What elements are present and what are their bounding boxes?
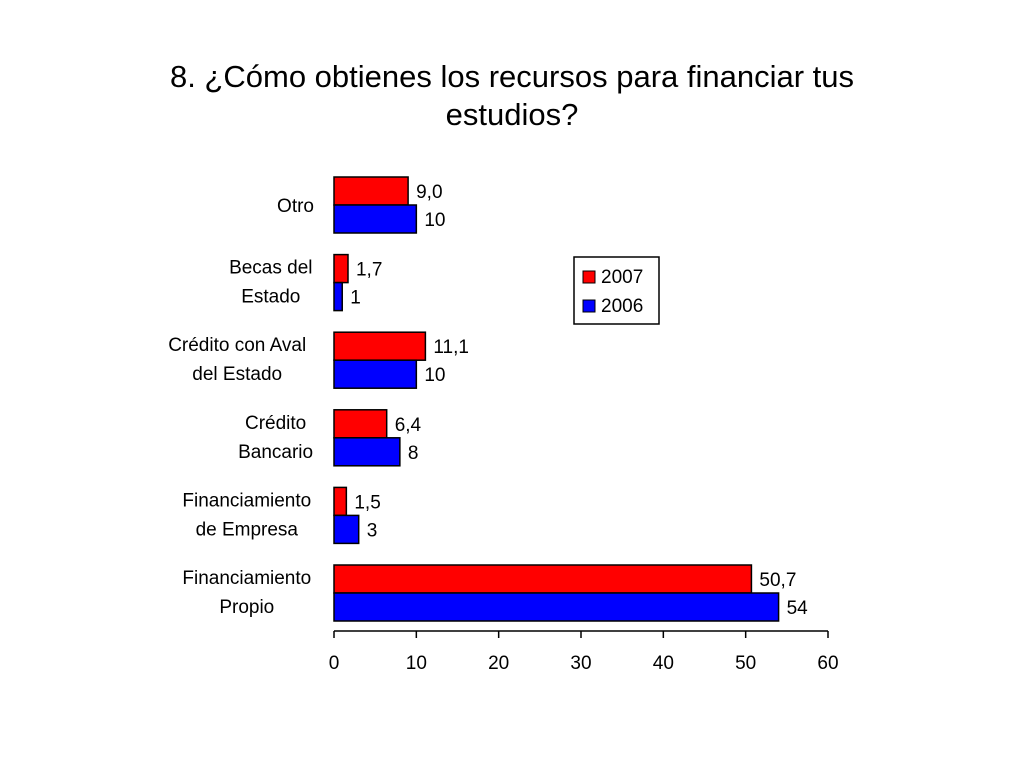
x-tick-label: 0 xyxy=(329,653,340,674)
x-tick-label: 30 xyxy=(570,653,591,674)
legend-swatch-2007 xyxy=(582,270,596,284)
data-label-2006-5: 54 xyxy=(787,598,809,619)
bar-2006-1 xyxy=(333,281,343,312)
bar-2007-4 xyxy=(333,486,348,517)
data-label-2006-1: 1 xyxy=(350,288,361,309)
legend-swatch-2006 xyxy=(582,299,596,313)
x-tick-label: 40 xyxy=(653,653,674,674)
category-label: Crédito con Aval del Estado xyxy=(168,335,306,385)
category-label: Otro xyxy=(277,196,314,217)
x-tick-label: 60 xyxy=(817,653,838,674)
data-label-2007-2: 11,1 xyxy=(433,337,469,358)
bar-2006-3 xyxy=(333,437,401,467)
bar-2006-4 xyxy=(333,514,360,545)
data-label-2007-1: 1,7 xyxy=(356,260,382,281)
bar-2006-0 xyxy=(333,204,418,234)
category-label: Financiamiento de Empresa xyxy=(182,490,311,540)
data-label-2007-4: 1,5 xyxy=(354,492,380,513)
bar-2007-1 xyxy=(333,253,349,284)
data-label-2006-3: 8 xyxy=(408,443,419,464)
bar-2007-5 xyxy=(333,564,753,594)
data-label-2006-2: 10 xyxy=(424,365,445,386)
chart-title-line-1: 8. ¿Cómo obtienes los recursos para fina… xyxy=(169,59,855,94)
bar-2007-0 xyxy=(333,176,409,206)
chart-title: 8. ¿Cómo obtienes los recursos para fina… xyxy=(0,58,1024,134)
category-label: Becas del Estado xyxy=(229,258,312,308)
data-label-2007-5: 50,7 xyxy=(759,570,796,591)
legend-box xyxy=(573,256,660,325)
category-label: Crédito Bancario xyxy=(238,413,313,463)
data-label-2007-3: 6,4 xyxy=(395,415,422,436)
bar-2007-3 xyxy=(333,409,388,439)
data-label-2006-4: 3 xyxy=(367,520,378,541)
data-label-2006-0: 10 xyxy=(424,210,445,231)
category-label: Financiamiento Propio xyxy=(182,568,311,618)
bar-2006-5 xyxy=(333,592,780,622)
chart-title-line-2: estudios? xyxy=(445,97,579,132)
x-tick-label: 20 xyxy=(488,653,509,674)
x-tick-label: 50 xyxy=(735,653,756,674)
legend-label-2007: 2007 xyxy=(601,267,643,288)
bar-2007-2 xyxy=(333,331,427,361)
x-tick-label: 10 xyxy=(406,653,427,674)
data-label-2007-0: 9,0 xyxy=(416,182,442,203)
bar-2006-2 xyxy=(333,359,418,389)
legend-label-2006: 2006 xyxy=(601,296,643,317)
